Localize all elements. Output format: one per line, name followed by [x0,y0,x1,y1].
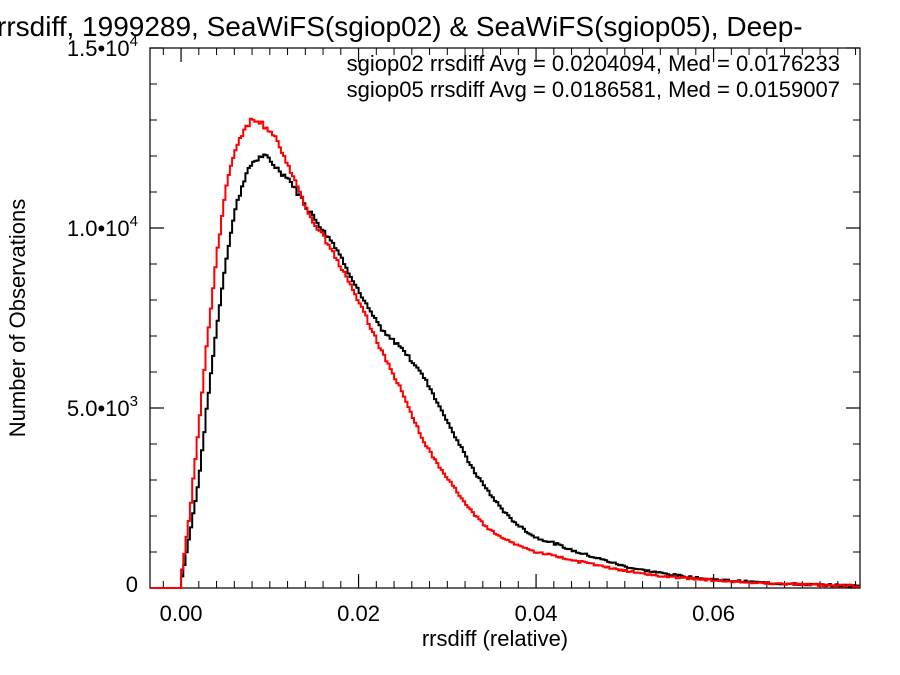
y-tick-label: 0 [126,572,138,597]
x-tick-label: 0.02 [337,601,380,626]
x-tick-label: 0.06 [692,601,735,626]
legend-annotation-sgiop05: sgiop05 rrsdiff Avg = 0.0186581, Med = 0… [347,77,840,102]
plot-frame [149,47,861,589]
x-tick-label: 0.04 [515,601,558,626]
x-tick-label: 0.00 [160,601,203,626]
y-tick-label: 1.5•104 [67,33,138,61]
x-tick-labels: 0.00 0.02 0.04 0.06 [160,601,735,626]
x-axis-label: rrsdiff (relative) [422,626,568,651]
series-group [150,117,860,589]
series-line-sgiop05 [150,117,860,589]
y-tick-labels: 0 5.0•103 1.0•104 1.5•104 [67,33,138,597]
y-axis-label: Number of Observations [5,199,30,437]
y-tick-label: 5.0•103 [67,393,138,421]
y-tick-label: 1.0•104 [67,213,138,241]
legend-annotation-sgiop02: sgiop02 rrsdiff Avg = 0.0204094, Med = 0… [347,51,840,76]
chart-title: rrsdiff, 1999289, SeaWiFS(sgiop02) & Sea… [0,11,803,42]
